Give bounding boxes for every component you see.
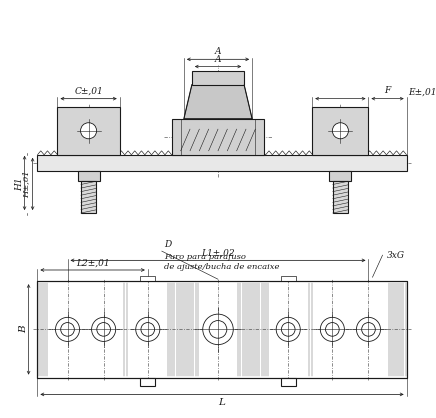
Bar (307, 281, 313, 377)
Circle shape (141, 323, 155, 336)
Circle shape (92, 317, 116, 342)
Bar (312, 107, 368, 155)
Bar (329, 171, 351, 181)
Bar (192, 71, 244, 84)
Text: H1: H1 (15, 177, 24, 191)
Bar (37, 281, 407, 377)
Bar (81, 181, 96, 213)
Text: H±,01: H±,01 (23, 170, 31, 198)
Bar (78, 171, 99, 181)
Text: 3xG: 3xG (387, 251, 405, 260)
Text: F: F (385, 87, 391, 95)
Text: L1±,02: L1±,02 (201, 249, 235, 257)
Text: C±,01: C±,01 (74, 87, 103, 95)
Bar (167, 281, 199, 377)
Text: A: A (215, 47, 221, 56)
Text: L: L (218, 398, 225, 408)
Circle shape (320, 317, 344, 342)
Text: A: A (215, 55, 221, 64)
Bar (172, 119, 264, 155)
Text: D: D (164, 240, 171, 249)
Circle shape (97, 323, 110, 336)
Polygon shape (184, 84, 252, 119)
Bar (281, 377, 296, 386)
Bar (237, 281, 269, 377)
Circle shape (136, 317, 160, 342)
Text: E±,01: E±,01 (409, 87, 436, 96)
Circle shape (361, 323, 375, 336)
Circle shape (209, 321, 227, 338)
Bar (281, 276, 296, 281)
Circle shape (281, 323, 295, 336)
Text: B: B (19, 326, 28, 333)
Circle shape (276, 317, 300, 342)
Text: Furo para parafuso
de ajuste/bucha de encaixe: Furo para parafuso de ajuste/bucha de en… (164, 253, 279, 271)
Circle shape (61, 323, 75, 336)
Circle shape (55, 317, 79, 342)
Bar (37, 155, 407, 171)
Circle shape (81, 123, 97, 139)
Circle shape (203, 314, 233, 344)
Circle shape (326, 323, 339, 336)
Bar (58, 107, 120, 155)
Bar (123, 281, 129, 377)
Bar (140, 377, 155, 386)
Bar (333, 181, 348, 213)
Bar (37, 281, 407, 377)
Circle shape (357, 317, 381, 342)
Bar (140, 276, 155, 281)
Bar (37, 281, 48, 377)
Circle shape (332, 123, 348, 139)
Text: L2±,01: L2±,01 (76, 258, 109, 267)
Bar (388, 281, 407, 377)
